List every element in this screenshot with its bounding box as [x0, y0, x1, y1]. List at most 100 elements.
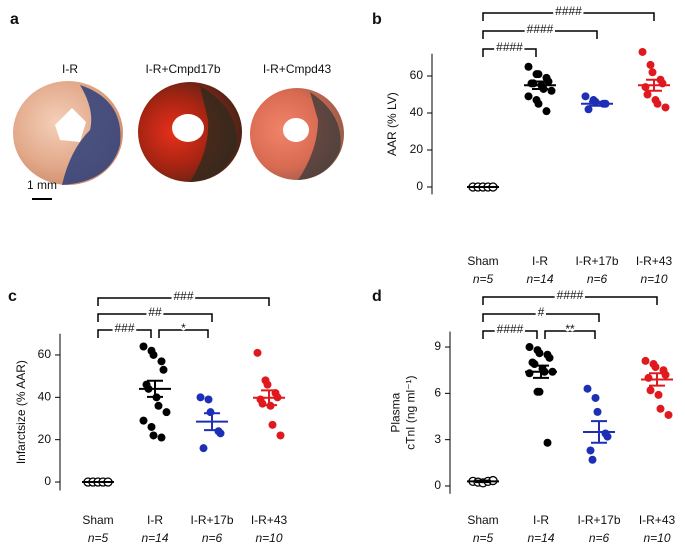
sem-bar: [147, 379, 163, 398]
x-tick-label: I-R+17b: [190, 513, 233, 527]
panel-label: b: [372, 11, 382, 28]
y-axis-label: AAR (% LV): [385, 92, 399, 156]
data-point: [535, 387, 544, 396]
data-point: [656, 404, 665, 413]
significance-label: #: [538, 305, 545, 319]
slice-image: [250, 88, 344, 180]
image-title: I-R+Cmpd43: [263, 62, 332, 76]
image-title: I-R: [62, 62, 78, 76]
data-point: [544, 77, 553, 86]
data-point: [661, 370, 670, 379]
data-point: [648, 68, 657, 77]
y-tick-label: 20: [410, 142, 424, 156]
significance-label: ###: [173, 289, 193, 303]
slice-image: [13, 81, 123, 185]
significance-label: ####: [496, 40, 523, 54]
data-point: [583, 384, 592, 393]
data-point: [159, 365, 168, 374]
data-point: [530, 360, 539, 369]
y-tick-label: 0: [416, 179, 423, 193]
data-point: [162, 408, 171, 417]
sem-bar: [532, 80, 548, 90]
y-axis-label: cTnI (ng ml⁻¹): [404, 375, 418, 449]
scale-bar-label: 1 mm: [27, 178, 57, 192]
data-point: [588, 455, 597, 464]
sem-bar: [261, 389, 277, 407]
sem-bar: [475, 479, 491, 484]
x-tick-label: I-R+17b: [577, 513, 620, 527]
significance-bracket: [97, 329, 152, 338]
data-point: [147, 422, 156, 431]
y-tick-label: 40: [38, 389, 52, 403]
sem-bar: [649, 372, 665, 387]
data-point: [545, 353, 554, 362]
data-point: [584, 105, 593, 114]
y-tick-label: 6: [434, 386, 441, 400]
data-point: [206, 408, 215, 417]
data-point: [534, 99, 543, 108]
data-point: [204, 395, 213, 404]
significance-bracket: [482, 12, 655, 21]
significance-bracket: [482, 313, 600, 322]
x-tick-label: I-R+17b: [575, 254, 618, 268]
n-label: n=6: [202, 531, 223, 544]
data-point: [653, 99, 662, 108]
significance-label: *: [181, 321, 186, 335]
n-label: n=10: [255, 531, 282, 544]
x-tick-label: I-R+43: [636, 254, 673, 268]
x-tick-label: I-R+43: [639, 513, 676, 527]
sem-bar: [204, 412, 220, 432]
data-point: [524, 62, 533, 71]
x-tick-label: I-R: [147, 513, 163, 527]
data-point: [524, 92, 533, 101]
significance-label: ####: [527, 22, 554, 36]
significance-bracket: [544, 330, 596, 339]
y-axis-label: Plasma: [389, 392, 403, 432]
y-tick-label: 60: [410, 68, 424, 82]
data-point: [534, 70, 543, 79]
x-tick-label: Sham: [467, 254, 498, 268]
data-point: [525, 343, 534, 352]
y-tick-label: 9: [434, 339, 441, 353]
significance-label: ##: [148, 305, 162, 319]
data-point: [258, 399, 267, 408]
data-point: [525, 369, 534, 378]
n-label: n=10: [640, 272, 667, 286]
n-label: n=5: [473, 272, 494, 286]
data-point: [253, 348, 262, 357]
y-tick-label: 40: [410, 105, 424, 119]
significance-bracket: [97, 313, 213, 322]
data-point: [547, 86, 556, 95]
data-point: [157, 357, 166, 366]
data-point: [581, 92, 590, 101]
data-point: [199, 444, 208, 453]
n-label: n=5: [473, 531, 494, 544]
data-point: [638, 47, 647, 56]
y-axis-label: Infarctsize (% AAR): [14, 360, 28, 464]
data-point: [646, 60, 655, 69]
significance-bracket: [482, 296, 658, 305]
data-point: [139, 416, 148, 425]
panel-label: c: [8, 288, 17, 305]
x-tick-label: I-R+43: [251, 513, 288, 527]
sem-bar: [591, 420, 607, 444]
significance-label: **: [565, 322, 575, 336]
data-point: [154, 401, 163, 410]
data-point: [157, 433, 166, 442]
data-point: [593, 407, 602, 416]
x-tick-label: I-R: [532, 254, 548, 268]
data-point: [263, 380, 272, 389]
significance-bracket: [158, 329, 209, 338]
data-point: [651, 363, 660, 372]
n-label: n=6: [587, 272, 608, 286]
n-label: n=10: [643, 531, 670, 544]
panel-label: d: [372, 288, 382, 305]
data-point: [139, 342, 148, 351]
data-point: [216, 429, 225, 438]
y-tick-label: 0: [434, 478, 441, 492]
significance-bracket: [482, 30, 598, 39]
significance-label: ####: [497, 322, 524, 336]
data-point: [643, 90, 652, 99]
n-label: n=14: [527, 531, 554, 544]
y-tick-label: 0: [44, 474, 51, 488]
